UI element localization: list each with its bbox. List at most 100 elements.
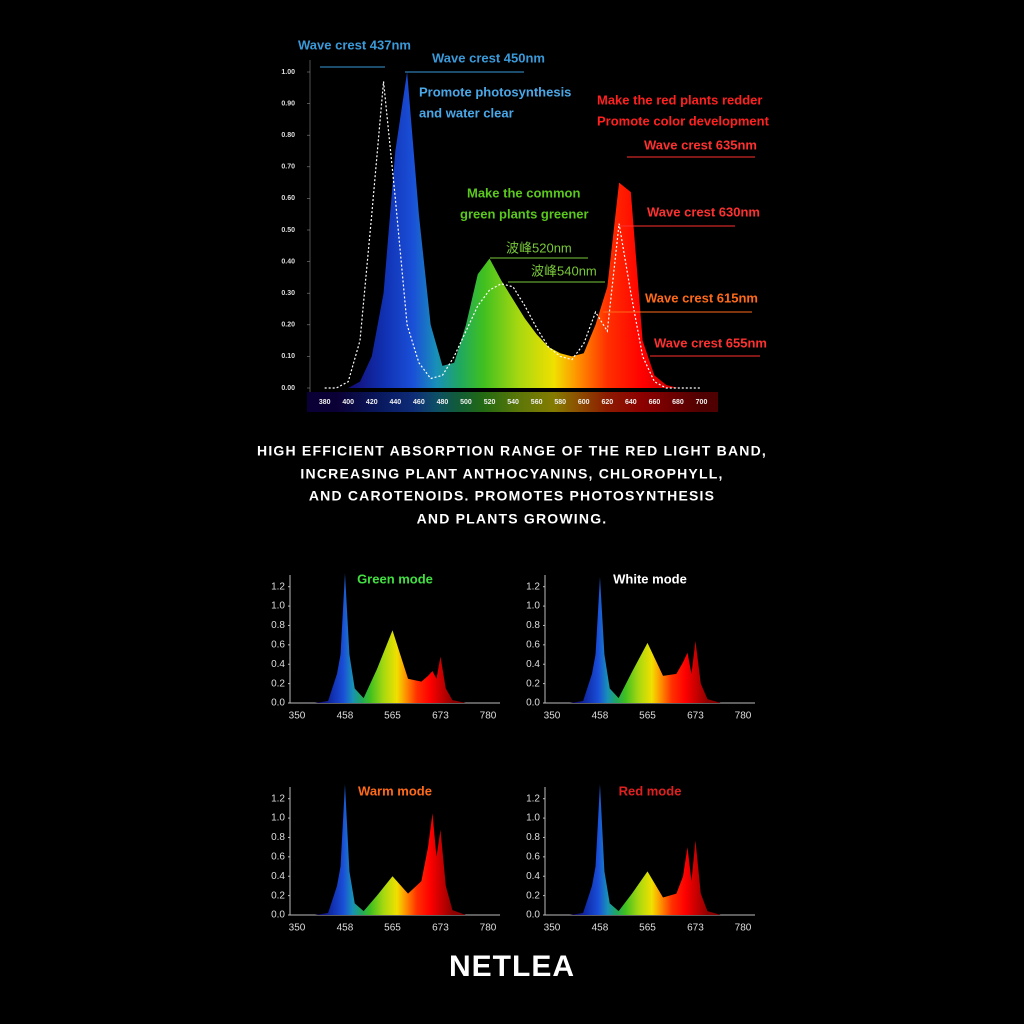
y-tick-label: 0.6 [271,639,285,650]
chart-title: Green mode [357,571,433,586]
y-tick-label: 1.2 [271,581,285,592]
y-tick-label: 1.0 [526,813,540,824]
x-tick-label: 780 [735,711,752,722]
y-tick-label: 0.2 [526,678,540,689]
y-tick-label: 0.4 [526,871,540,882]
x-tick-label: 380 [319,399,331,406]
x-tick-label: 700 [696,399,708,406]
annotation: Wave crest 635nm [644,137,757,152]
y-tick-label: 0.2 [271,678,285,689]
y-tick-label: 0.2 [271,890,285,901]
y-tick-label: 0.60 [281,195,295,202]
y-tick-label: 0.0 [271,910,285,921]
annotation: 波峰540nm [531,263,597,278]
y-tick-label: 0.8 [271,832,285,843]
y-tick-label: 0.2 [526,890,540,901]
x-tick-label: 350 [289,711,306,722]
annotation: Wave crest 630nm [647,204,760,219]
x-tick-label: 780 [735,923,752,934]
x-tick-label: 680 [672,399,684,406]
x-tick-label: 420 [366,399,378,406]
annotation: Wave crest 615nm [645,290,758,305]
y-tick-label: 1.2 [271,793,285,804]
brand-logo: NETLEA [449,950,575,983]
y-tick-label: 0.80 [281,132,295,139]
y-tick-label: 0.6 [271,851,285,862]
y-tick-label: 1.0 [271,601,285,612]
headline-line: AND CAROTENOIDS. PROMOTES PHOTOSYNTHESIS [309,488,715,504]
x-tick-label: 780 [480,711,497,722]
x-tick-label: 673 [432,711,449,722]
headline-line: AND PLANTS GROWING. [417,511,608,527]
annotation: green plants greener [460,206,589,221]
y-tick-label: 0.4 [271,871,285,882]
x-tick-label: 500 [460,399,472,406]
y-tick-label: 1.0 [526,601,540,612]
annotation: Wave crest 655nm [654,335,767,350]
annotation: Promote photosynthesis [419,84,571,99]
x-tick-label: 620 [601,399,613,406]
x-tick-label: 440 [389,399,401,406]
x-tick-label: 565 [639,711,656,722]
chart-title: Red mode [619,783,682,798]
y-tick-label: 0.0 [526,698,540,709]
y-tick-label: 0.20 [281,322,295,329]
x-tick-label: 350 [544,711,561,722]
y-tick-label: 0.4 [526,659,540,670]
absorption-line [324,81,702,389]
y-tick-label: 0.50 [281,227,295,234]
y-tick-label: 1.2 [526,793,540,804]
x-tick-label: 565 [639,923,656,934]
headline-line: INCREASING PLANT ANTHOCYANINS, CHLOROPHY… [300,466,723,482]
y-tick-label: 0.0 [526,910,540,921]
chart-title: Warm mode [358,783,432,798]
y-tick-label: 0.90 [281,100,295,107]
annotation: Make the red plants redder [597,92,762,107]
x-tick-label: 640 [625,399,637,406]
x-tick-label: 520 [484,399,496,406]
y-tick-label: 0.70 [281,164,295,171]
wavelength-bar [307,392,718,412]
spectrum-area [569,784,721,915]
x-tick-label: 565 [384,711,401,722]
x-tick-label: 540 [507,399,519,406]
x-tick-label: 673 [432,923,449,934]
y-tick-label: 0.8 [526,620,540,631]
y-tick-label: 0.8 [271,620,285,631]
y-tick-label: 0.8 [526,832,540,843]
y-tick-label: 0.10 [281,353,295,360]
y-tick-label: 0.6 [526,851,540,862]
x-tick-label: 458 [592,923,609,934]
x-tick-label: 458 [337,711,354,722]
x-tick-label: 350 [544,923,561,934]
x-tick-label: 458 [592,711,609,722]
spectrum-area [314,784,466,915]
annotation: Make the common [467,185,580,200]
spectrum-area [324,72,702,388]
spectrum-area [569,577,721,703]
x-tick-label: 350 [289,923,306,934]
y-tick-label: 1.00 [281,69,295,76]
x-tick-label: 458 [337,923,354,934]
x-tick-label: 460 [413,399,425,406]
y-tick-label: 0.4 [271,659,285,670]
y-tick-label: 0.0 [271,698,285,709]
x-tick-label: 480 [437,399,449,406]
y-tick-label: 0.00 [281,385,295,392]
x-tick-label: 660 [649,399,661,406]
x-tick-label: 580 [554,399,566,406]
x-tick-label: 560 [531,399,543,406]
annotation: Wave crest 437nm [298,37,411,52]
x-tick-label: 600 [578,399,590,406]
y-tick-label: 0.6 [526,639,540,650]
y-tick-label: 0.40 [281,258,295,265]
annotation: Promote color development [597,113,770,128]
y-tick-label: 1.2 [526,581,540,592]
x-tick-label: 673 [687,711,704,722]
x-tick-label: 565 [384,923,401,934]
annotation: Wave crest 450nm [432,50,545,65]
annotation: 波峰520nm [506,240,572,255]
